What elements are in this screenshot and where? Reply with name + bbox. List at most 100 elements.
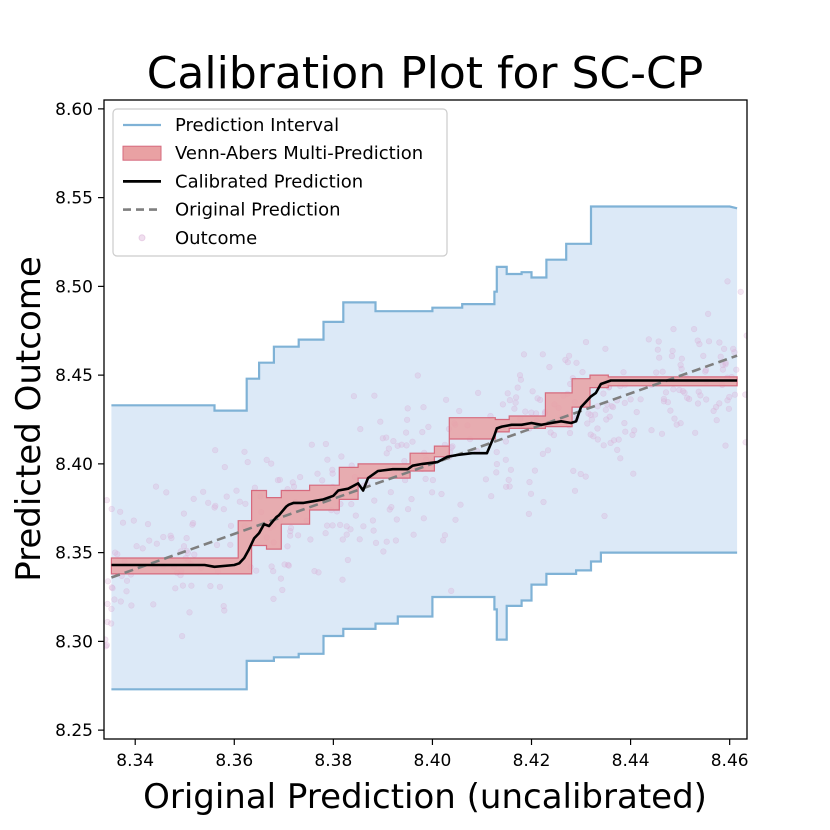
outcome-point [233,487,240,494]
outcome-point [529,388,536,395]
outcome-point [512,394,520,401]
outcome-point [274,477,282,484]
outcome-point [648,427,655,434]
outcome-point [324,522,331,529]
outcome-point [322,440,330,448]
outcome-point [429,477,437,484]
outcome-point [700,352,707,360]
outcome-point [348,501,355,508]
outcome-point [263,456,270,464]
outcome-point [630,470,637,477]
outcome-point [637,396,644,403]
outcome-point [383,450,390,457]
outcome-point [419,429,426,436]
outcome-point [670,326,677,333]
outcome-point [339,576,346,583]
outcome-point [392,537,400,544]
outcome-point [347,526,354,533]
outcome-point [401,458,408,465]
legend-label-4: Outcome [175,228,257,249]
x-tick-label-4: 8.42 [513,751,551,771]
outcome-point [180,543,188,550]
legend-marker-1 [122,145,162,161]
outcome-point [683,394,691,401]
outcome-point [200,488,207,495]
outcome-point [441,532,449,539]
x-tick-label-0: 8.34 [116,751,154,771]
outcome-point [600,442,607,449]
outcome-point [295,532,302,539]
outcome-point [287,532,294,539]
outcome-point [622,428,629,435]
outcome-point [695,388,702,395]
outcome-point [383,538,390,545]
outcome-point [119,519,127,526]
outcome-point [493,461,501,468]
outcome-point [610,437,618,444]
outcome-point [338,453,345,460]
outcome-point [602,406,609,413]
outcome-point [104,642,110,649]
outcome-point [403,429,410,436]
outcome-point [183,534,190,542]
outcome-point [577,470,584,478]
outcome-point [452,516,459,523]
outcome-point [527,490,535,497]
outcome-point [710,407,717,415]
outcome-point [504,390,511,397]
outcome-point [394,442,401,449]
legend-label-3: Original Prediction [175,200,341,221]
outcome-point [511,405,518,412]
y-axis-label: Predicted Outcome [9,256,49,582]
outcome-point [227,541,234,548]
outcome-point [179,632,186,640]
outcome-point [602,345,609,352]
outcome-point [160,533,167,541]
outcome-point [319,477,326,484]
outcome-point [184,549,191,557]
outcome-point [456,407,463,415]
outcome-point [499,401,507,408]
y-tick-label-1: 8.30 [55,632,93,652]
outcome-point [607,439,614,447]
outcome-point [716,339,723,346]
outcome-point [690,326,698,333]
outcome-point [585,410,592,417]
outcome-point [587,431,594,438]
outcome-point [506,397,514,404]
outcome-point [163,489,170,496]
outcome-point [725,405,733,412]
outcome-point [251,484,258,491]
outcome-point [130,517,137,524]
outcome-point [534,395,541,402]
outcome-point [720,345,728,353]
outcome-point [369,517,377,524]
outcome-point [343,523,350,530]
outcome-point [420,404,427,411]
outcome-point [410,531,417,538]
outcome-point [503,483,510,490]
outcome-point [571,487,579,494]
outcome-point [123,577,131,584]
outcome-point [409,438,416,445]
outcome-point [167,532,174,539]
plot-frame [103,99,748,740]
original-prediction-line [110,354,738,579]
outcome-point [207,582,214,590]
outcome-point [386,506,393,513]
prediction-interval-lower [111,551,738,691]
outcome-point [594,425,601,432]
outcome-point [502,438,510,445]
outcome-point [614,446,621,454]
legend-label-1: Venn-Abers Multi-Prediction [175,143,423,164]
legend-marker-4 [138,234,146,242]
outcome-point [388,504,395,511]
outcome-point [671,415,678,422]
outcome-point [656,354,663,361]
outcome-point [685,396,693,403]
outcome-point [372,539,380,547]
outcome-point [517,376,525,383]
outcome-point [631,427,638,434]
outcome-point [404,405,411,412]
